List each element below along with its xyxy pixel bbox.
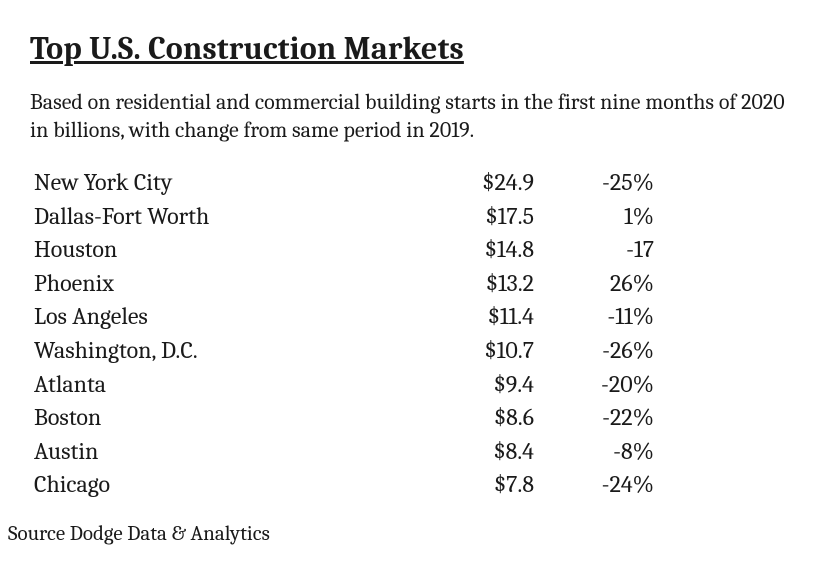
city-cell: Washington, D.C. <box>34 334 434 368</box>
table-row: Houston $14.8 -17 <box>34 233 654 267</box>
change-cell: -8% <box>544 435 654 469</box>
table-row: Chicago $7.8 -24% <box>34 468 654 502</box>
source-attribution: Source Dodge Data & Analytics <box>8 522 800 546</box>
table-row: Phoenix $13.2 26% <box>34 267 654 301</box>
change-cell: -22% <box>544 401 654 435</box>
city-cell: Atlanta <box>34 368 434 402</box>
document-page: Top U.S. Construction Markets Based on r… <box>0 0 830 566</box>
table-row: Atlanta $9.4 -20% <box>34 368 654 402</box>
amount-cell: $17.5 <box>434 200 544 234</box>
city-cell: Phoenix <box>34 267 434 301</box>
amount-cell: $10.7 <box>434 334 544 368</box>
markets-table: New York City $24.9 -25% Dallas-Fort Wor… <box>34 166 654 502</box>
city-cell: Boston <box>34 401 434 435</box>
change-cell: -11% <box>544 300 654 334</box>
change-cell: 1% <box>544 200 654 234</box>
amount-cell: $13.2 <box>434 267 544 301</box>
city-cell: New York City <box>34 166 434 200</box>
page-title: Top U.S. Construction Markets <box>30 30 800 67</box>
city-cell: Chicago <box>34 468 434 502</box>
table-row: Dallas-Fort Worth $17.5 1% <box>34 200 654 234</box>
amount-cell: $11.4 <box>434 300 544 334</box>
city-cell: Dallas-Fort Worth <box>34 200 434 234</box>
change-cell: -17 <box>544 233 654 267</box>
table-row: Los Angeles $11.4 -11% <box>34 300 654 334</box>
amount-cell: $8.6 <box>434 401 544 435</box>
table-row: Washington, D.C. $10.7 -26% <box>34 334 654 368</box>
amount-cell: $8.4 <box>434 435 544 469</box>
table-row: Austin $8.4 -8% <box>34 435 654 469</box>
change-cell: -26% <box>544 334 654 368</box>
city-cell: Austin <box>34 435 434 469</box>
amount-cell: $7.8 <box>434 468 544 502</box>
city-cell: Los Angeles <box>34 300 434 334</box>
page-subtitle: Based on residential and commercial buil… <box>30 89 800 144</box>
table-row: Boston $8.6 -22% <box>34 401 654 435</box>
change-cell: -24% <box>544 468 654 502</box>
amount-cell: $9.4 <box>434 368 544 402</box>
change-cell: -20% <box>544 368 654 402</box>
change-cell: -25% <box>544 166 654 200</box>
amount-cell: $24.9 <box>434 166 544 200</box>
table-row: New York City $24.9 -25% <box>34 166 654 200</box>
amount-cell: $14.8 <box>434 233 544 267</box>
change-cell: 26% <box>544 267 654 301</box>
city-cell: Houston <box>34 233 434 267</box>
